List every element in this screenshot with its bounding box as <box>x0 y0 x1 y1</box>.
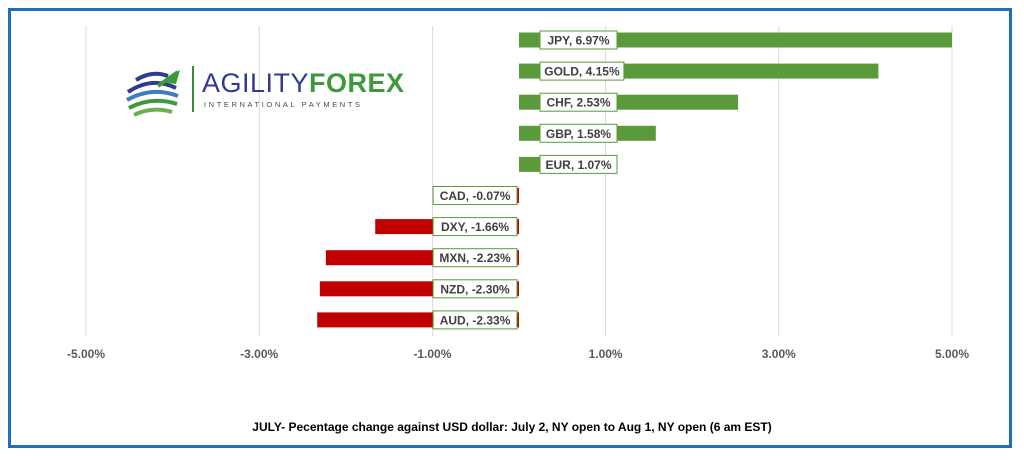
data-label-aud: AUD, -2.33% <box>432 310 518 330</box>
data-label-text: CHF, 2.53% <box>546 96 610 110</box>
chart-caption: JULY- Pecentage change against USD dolla… <box>252 420 772 434</box>
data-label-text: EUR, 1.07% <box>545 158 611 172</box>
data-label-text: AUD, -2.33% <box>440 313 511 327</box>
x-tick-label: 1.00% <box>589 347 623 361</box>
data-label-cad: CAD, -0.07% <box>432 186 518 205</box>
data-label-box <box>539 61 625 81</box>
data-label-dxy: DXY, -1.66% <box>432 217 518 237</box>
data-label-box <box>432 186 518 205</box>
data-label-box <box>539 154 618 174</box>
data-label-chf: CHF, 2.53% <box>539 92 618 112</box>
x-tick-label: -5.00% <box>67 347 105 361</box>
data-label-box <box>539 30 618 50</box>
data-label-eur: EUR, 1.07% <box>539 154 618 174</box>
x-tick-label: 5.00% <box>935 347 969 361</box>
bars <box>317 32 952 328</box>
bar-jpy <box>519 32 952 48</box>
data-label-text: MXN, -2.23% <box>439 251 511 265</box>
logo-separator <box>192 66 194 112</box>
data-label-box <box>539 92 618 112</box>
data-label-box <box>432 310 518 330</box>
x-tick-label: -3.00% <box>240 347 278 361</box>
data-label-gbp: GBP, 1.58% <box>539 123 618 143</box>
data-label-nzd: NZD, -2.30% <box>432 279 518 299</box>
data-label-text: NZD, -2.30% <box>440 282 510 296</box>
data-labels: JPY, 6.97% GOLD, 4.15% CHF, 2.53% GBP, 1.58… <box>432 30 625 330</box>
data-label-text: GOLD, 4.15% <box>544 65 620 79</box>
x-tick-label: 3.00% <box>762 347 796 361</box>
data-label-jpy: JPY, 6.97% <box>539 30 618 50</box>
brand-tagline: INTERNATIONAL PAYMENTS <box>204 100 363 109</box>
data-label-text: CAD, -0.07% <box>440 189 511 203</box>
data-label-mxn: MXN, -2.23% <box>432 248 518 268</box>
data-label-box <box>539 123 618 143</box>
data-label-box <box>432 217 518 237</box>
data-label-text: JPY, 6.97% <box>547 34 609 48</box>
brand-name: AGILITYFOREX <box>202 68 405 98</box>
data-label-box <box>432 248 518 268</box>
x-axis-ticks: -5.00% -3.00% -1.00% 1.00% 3.00% 5.00% <box>67 347 969 361</box>
data-label-text: DXY, -1.66% <box>441 220 509 234</box>
data-label-text: GBP, 1.58% <box>546 127 611 141</box>
globe-icon <box>126 70 180 117</box>
x-tick-label: -1.00% <box>413 347 451 361</box>
agility-forex-logo: AGILITYFOREX INTERNATIONAL PAYMENTS <box>122 62 404 122</box>
data-label-gold: GOLD, 4.15% <box>539 61 625 81</box>
data-label-box <box>432 279 518 299</box>
